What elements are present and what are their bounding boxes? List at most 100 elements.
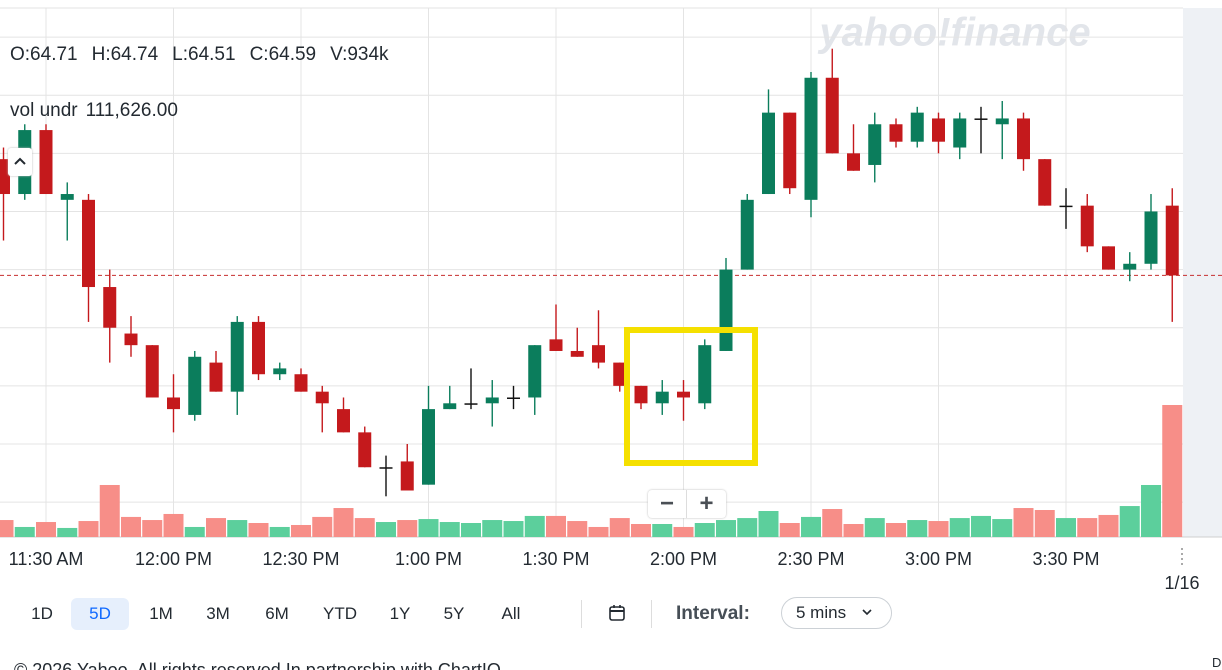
zoom-in[interactable]: + <box>699 490 714 517</box>
candle-body <box>953 118 967 148</box>
volume-bar <box>1119 506 1140 537</box>
candle-body <box>209 362 223 392</box>
watermark: yahoo!finance <box>817 11 1090 55</box>
candle-body <box>995 118 1009 125</box>
range-button[interactable]: 1Y <box>389 604 411 623</box>
volume-bar <box>843 523 864 537</box>
candle-body <box>230 321 244 392</box>
candle-body <box>825 77 839 154</box>
candle-body <box>337 409 350 433</box>
highlight-box <box>624 327 758 466</box>
range-button[interactable]: 5Y <box>443 604 465 623</box>
volume-bar <box>801 516 821 537</box>
candle-body <box>762 112 775 195</box>
zoom-out[interactable]: − <box>648 490 687 518</box>
volume-bar <box>1141 484 1161 537</box>
interval-label: Interval: <box>676 603 750 624</box>
candle-body <box>910 112 924 142</box>
range-button[interactable]: 1M <box>149 604 173 623</box>
volume-bar <box>36 522 56 537</box>
candle-body <box>698 345 712 404</box>
volume-bar <box>121 516 141 537</box>
x-tick-label: 1:30 PM <box>522 549 589 569</box>
collapse-icon <box>14 157 26 165</box>
range-button[interactable]: 3M <box>206 604 230 623</box>
candle-body <box>464 403 478 405</box>
candle-body <box>1102 246 1115 270</box>
candle-body <box>1059 205 1073 208</box>
candle-body <box>783 112 797 189</box>
zoom-control: − + <box>648 490 726 518</box>
volume-bar <box>142 520 163 537</box>
collapse-button[interactable] <box>8 148 32 176</box>
volume-bar <box>694 523 715 537</box>
candle-body <box>1038 159 1052 206</box>
volume-bar <box>928 521 949 537</box>
volume-bar <box>1162 405 1183 537</box>
interval-dropdown[interactable]: 5 mins <box>781 597 892 629</box>
volume-bar <box>886 523 906 537</box>
candle-body <box>1165 205 1179 276</box>
range-button[interactable]: 5D <box>71 598 129 630</box>
candle-body <box>613 362 627 386</box>
volume-bar <box>737 518 758 537</box>
candle-body <box>485 397 499 404</box>
volume-bar <box>546 515 566 537</box>
volume-bar <box>631 523 651 537</box>
candle-body <box>1080 205 1094 247</box>
candle-body <box>188 356 202 415</box>
ohlc-open: O:64.71 <box>10 44 78 65</box>
calendar-icon[interactable] <box>607 603 627 623</box>
candle-body <box>740 199 754 270</box>
volume-bar <box>14 526 35 537</box>
x-tick-label: 11:30 AM <box>9 549 84 569</box>
ohlc-readout: O:64.71 H:64.74 L:64.51 C:64.59 V:934k <box>10 44 403 66</box>
volume-bar <box>716 520 736 537</box>
candle-body <box>1017 118 1030 160</box>
candle-body <box>592 345 605 363</box>
separator <box>581 600 582 628</box>
corner-label: D <box>1212 655 1222 670</box>
volume-bar <box>971 515 991 537</box>
candle-body <box>889 124 903 142</box>
candle-body <box>167 397 180 410</box>
candle-body <box>719 269 733 351</box>
candle-body <box>273 368 287 375</box>
volume-bar <box>376 522 396 537</box>
candle-body <box>1123 263 1137 270</box>
candle-body <box>507 397 520 399</box>
range-button[interactable]: All <box>501 604 521 623</box>
candle-body <box>379 467 393 469</box>
volume-bar <box>1056 518 1076 537</box>
price-axis-panel <box>1183 8 1222 537</box>
candle-body <box>400 461 414 491</box>
volume-bar <box>864 518 885 537</box>
range-button[interactable]: YTD <box>323 604 357 623</box>
volume-bar <box>269 526 290 537</box>
candle-body <box>570 350 584 357</box>
candle-body <box>103 287 117 328</box>
volume-bar <box>184 526 205 537</box>
volume-bar <box>227 520 248 537</box>
volume-bar <box>57 527 78 537</box>
volume-bar <box>206 518 226 537</box>
volume-bar <box>333 508 354 537</box>
candle-body <box>932 118 945 142</box>
study-readout: vol undr 111,626.00 <box>10 100 192 122</box>
chevron <box>862 609 872 616</box>
volume-bar <box>524 515 545 537</box>
range-button[interactable]: 1D <box>31 604 53 623</box>
candle-body <box>634 385 648 404</box>
range-button[interactable]: 6M <box>265 604 289 623</box>
volume-bar <box>397 520 418 537</box>
volume-bar <box>673 526 694 537</box>
candle-body <box>443 403 457 410</box>
volume-bar <box>1077 518 1098 537</box>
volume-bar <box>461 523 481 537</box>
x-tick-label: 2:00 PM <box>650 549 717 569</box>
volume-bar <box>567 521 588 537</box>
volume-bar <box>822 509 843 537</box>
candle-body <box>1144 211 1158 264</box>
interval-value: 5 mins <box>796 603 847 622</box>
ohlc-close: C:64.59 <box>249 44 317 65</box>
